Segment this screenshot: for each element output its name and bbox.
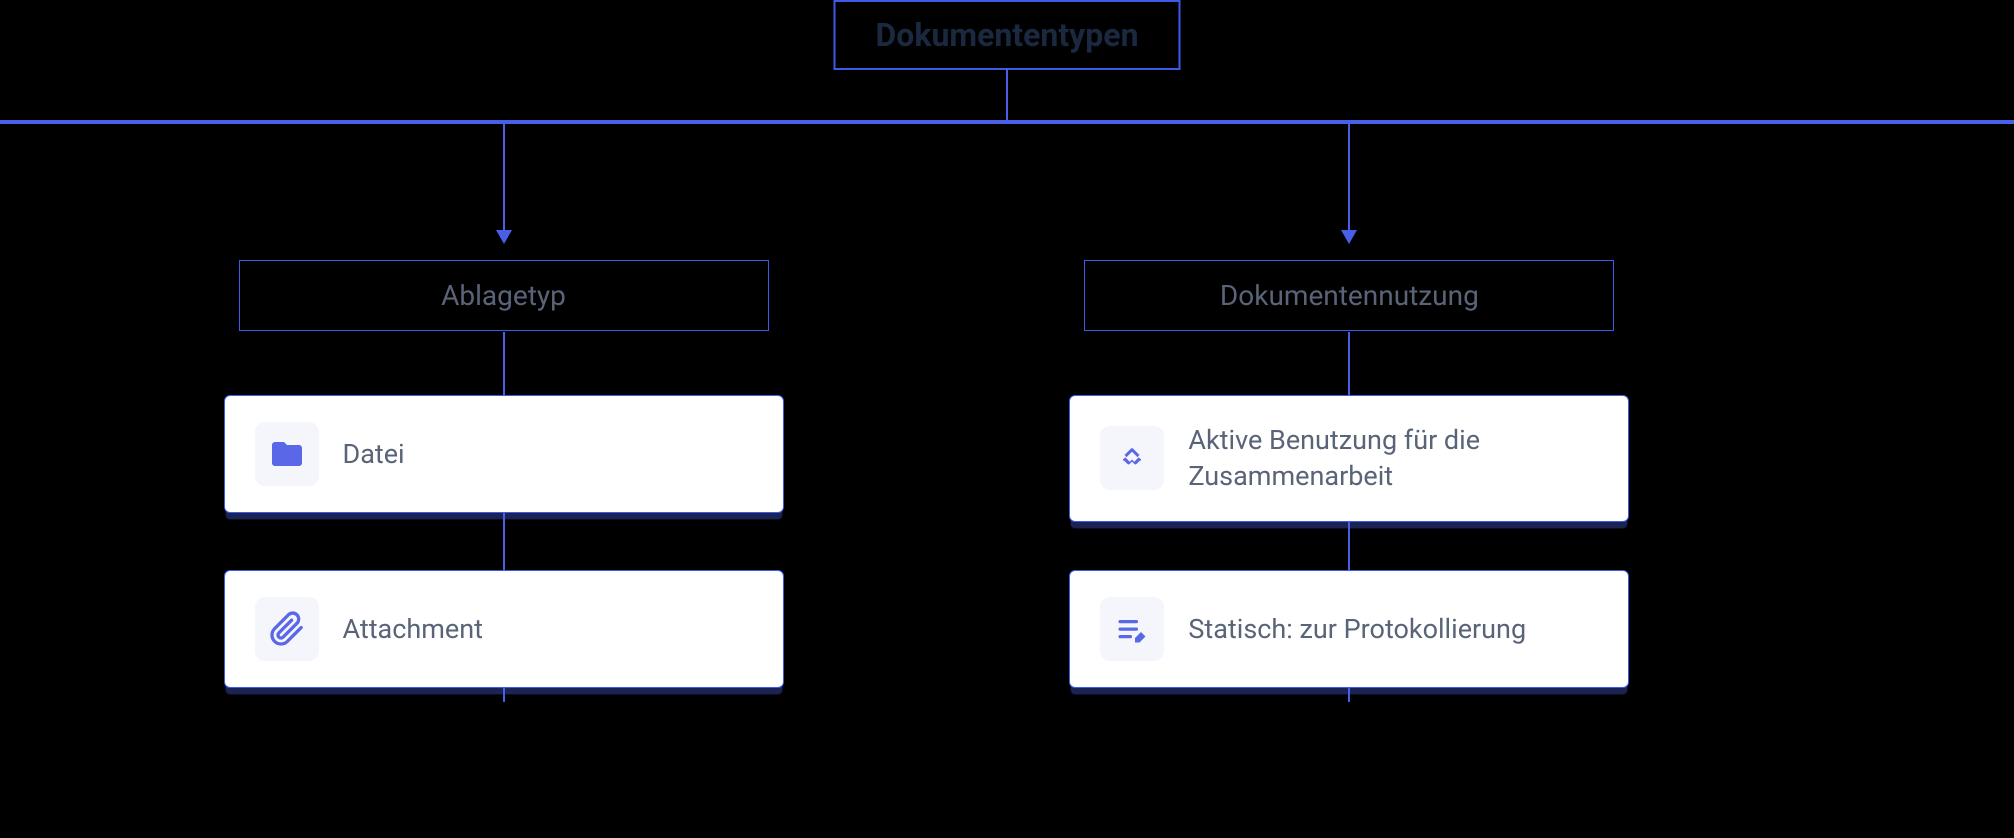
root-node: Dokumententypen — [833, 0, 1180, 70]
left-branch-connector — [503, 120, 505, 230]
icon-wrapper — [1100, 426, 1164, 490]
item-label: Datei — [343, 436, 405, 472]
folder-icon — [269, 436, 305, 472]
diagram-root: Dokumententypen Ablagetyp Datei — [0, 0, 2014, 838]
icon-wrapper — [1100, 597, 1164, 661]
item-label: Aktive Benutzung für die Zusammenarbeit — [1188, 422, 1598, 495]
icon-wrapper — [255, 422, 319, 486]
horizontal-divider — [0, 120, 2014, 124]
category-ablagetyp: Ablagetyp — [239, 260, 769, 331]
item-datei: Datei — [224, 395, 784, 513]
category-dokumentennutzung: Dokumentennutzung — [1084, 260, 1614, 331]
root-label: Dokumententypen — [875, 16, 1138, 54]
category-label: Dokumentennutzung — [1220, 279, 1479, 312]
item-label: Attachment — [343, 611, 483, 647]
item-label: Statisch: zur Protokollierung — [1188, 611, 1526, 647]
paperclip-icon — [269, 611, 305, 647]
right-branch-connector — [1348, 120, 1350, 230]
item-aktive-benutzung: Aktive Benutzung für die Zusammenarbeit — [1069, 395, 1629, 522]
handshake-icon — [1114, 440, 1150, 476]
category-label: Ablagetyp — [441, 279, 566, 312]
arrow-down-icon — [1341, 230, 1357, 244]
root-connector — [1006, 68, 1008, 120]
item-statisch: Statisch: zur Protokollierung — [1069, 570, 1629, 688]
item-attachment: Attachment — [224, 570, 784, 688]
notes-icon — [1114, 611, 1150, 647]
icon-wrapper — [255, 597, 319, 661]
arrow-down-icon — [496, 230, 512, 244]
